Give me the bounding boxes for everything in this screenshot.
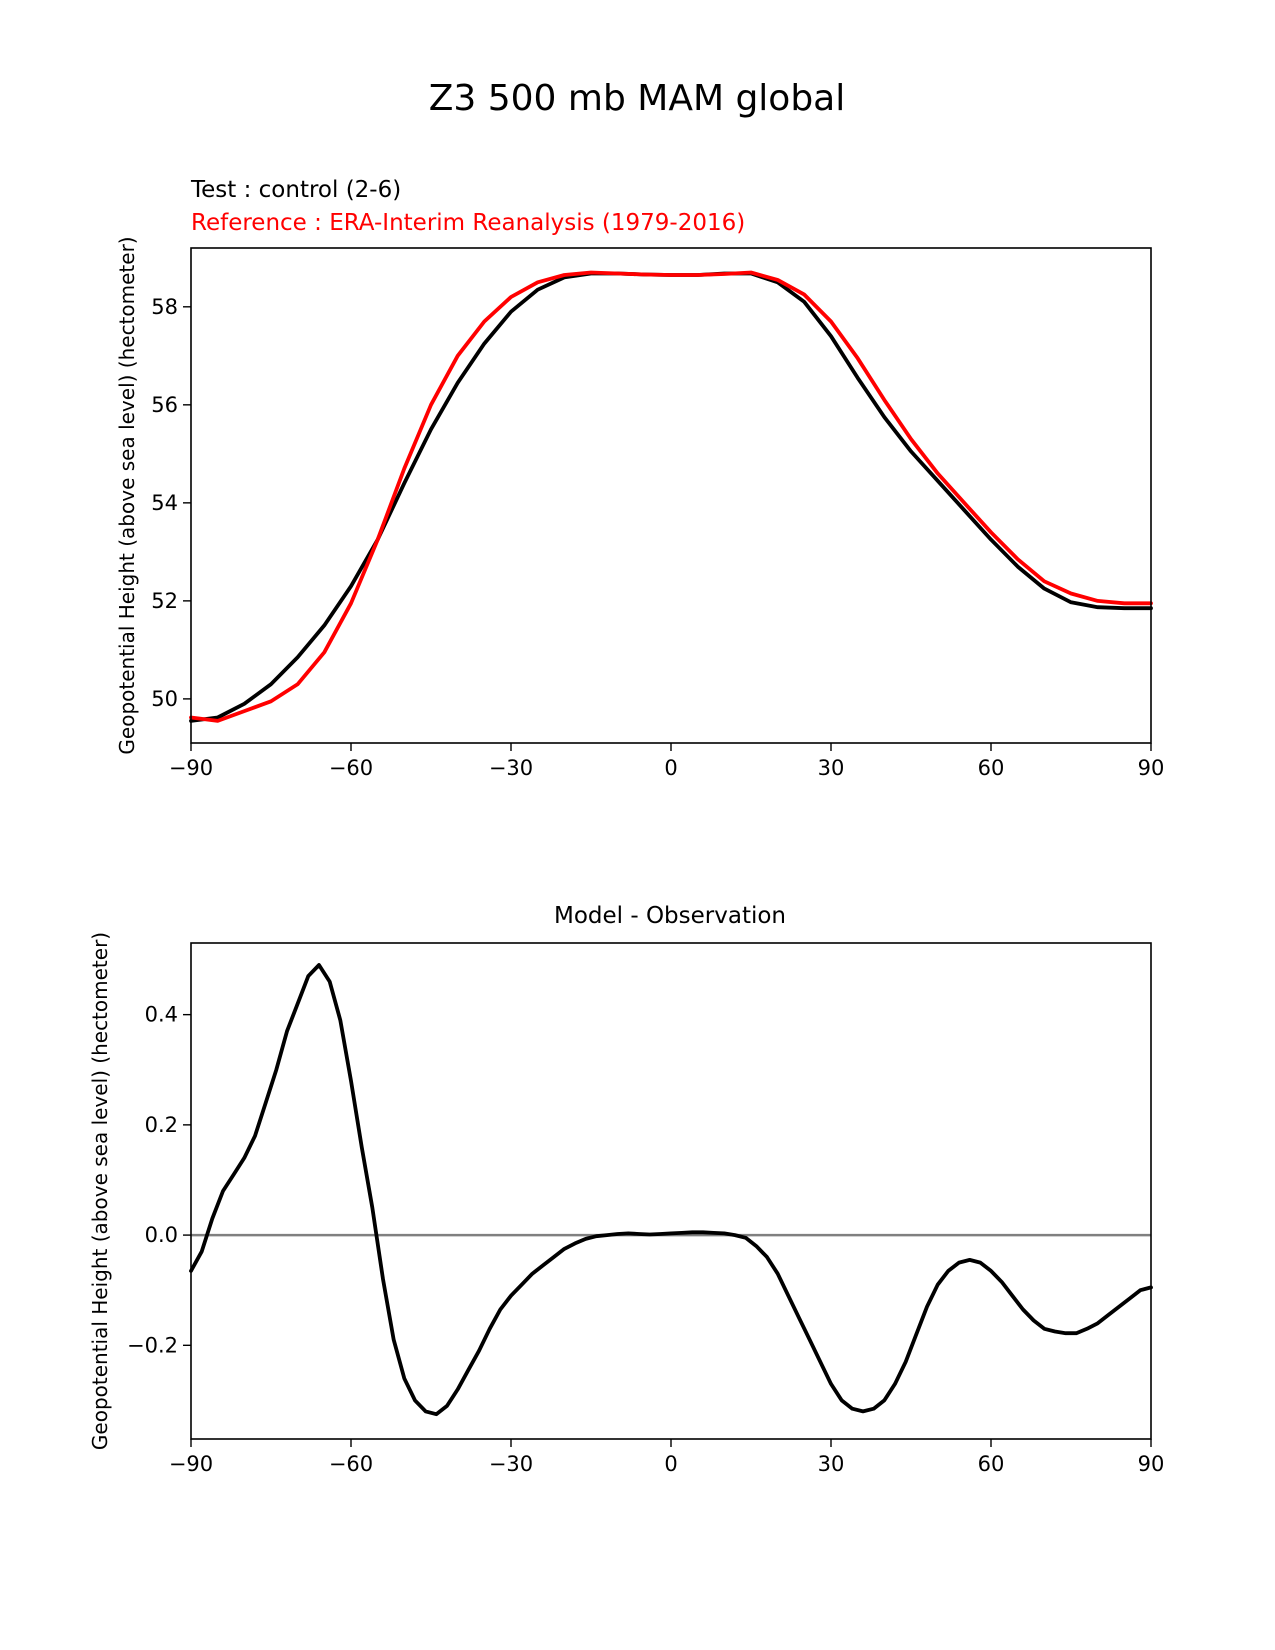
x-tick-label: −90 <box>169 756 213 780</box>
y-tick-label: 58 <box>151 295 178 319</box>
bottom-plot-area: −90 −60 −30 0 30 60 90 −0.2 0.0 0.2 0.4 Geopotentia… <box>88 932 1164 1476</box>
series-line-test <box>189 963 1153 1417</box>
plot-frame <box>190 247 1152 744</box>
top-panel: Test : control (2-6) Reference : ERA-Int… <box>115 177 1164 780</box>
figure-title: Z3 500 mb MAM global <box>429 78 846 119</box>
y-tick-label: 50 <box>151 687 178 711</box>
x-tick-label: 30 <box>818 1452 845 1476</box>
x-tick-label: −60 <box>329 1452 373 1476</box>
reference-label: Reference : ERA-Interim Reanalysis (1979… <box>191 210 745 236</box>
x-tick-label: −90 <box>169 1452 213 1476</box>
y-axis-label: Geopotential Height (above sea level) (h… <box>115 236 139 754</box>
bottom-panel: Model - Observation −90 −60 −30 0 30 60 90 −0.2… <box>88 903 1164 1476</box>
y-axis-label: Geopotential Height (above sea level) (h… <box>88 932 112 1450</box>
y-tick-label: 54 <box>151 491 178 515</box>
series-line-test <box>189 271 1153 723</box>
x-tick-label: 30 <box>818 756 845 780</box>
series-line-reference <box>189 270 1153 723</box>
x-tick-label: −60 <box>329 756 373 780</box>
top-plot-area: −90 −60 −30 0 30 60 90 50 52 54 56 58 Geopotential H… <box>115 236 1164 780</box>
x-tick-label: 0 <box>664 756 677 780</box>
y-tick-label: 56 <box>151 393 178 417</box>
x-tick-label: 90 <box>1138 1452 1165 1476</box>
x-tick-label: −30 <box>489 1452 533 1476</box>
y-tick-label: 0.2 <box>145 1113 178 1137</box>
plot-frame <box>190 942 1152 1440</box>
x-tick-label: 60 <box>978 1452 1005 1476</box>
x-tick-label: 0 <box>664 1452 677 1476</box>
y-tick-label: −0.2 <box>127 1333 178 1357</box>
y-tick-label: 52 <box>151 589 178 613</box>
x-tick-label: −30 <box>489 756 533 780</box>
y-tick-label: 0.0 <box>145 1223 178 1247</box>
x-tick-label: 90 <box>1138 756 1165 780</box>
test-label: Test : control (2-6) <box>190 177 401 203</box>
y-tick-label: 0.4 <box>145 1003 178 1027</box>
x-tick-label: 60 <box>978 756 1005 780</box>
difference-title: Model - Observation <box>554 903 786 929</box>
